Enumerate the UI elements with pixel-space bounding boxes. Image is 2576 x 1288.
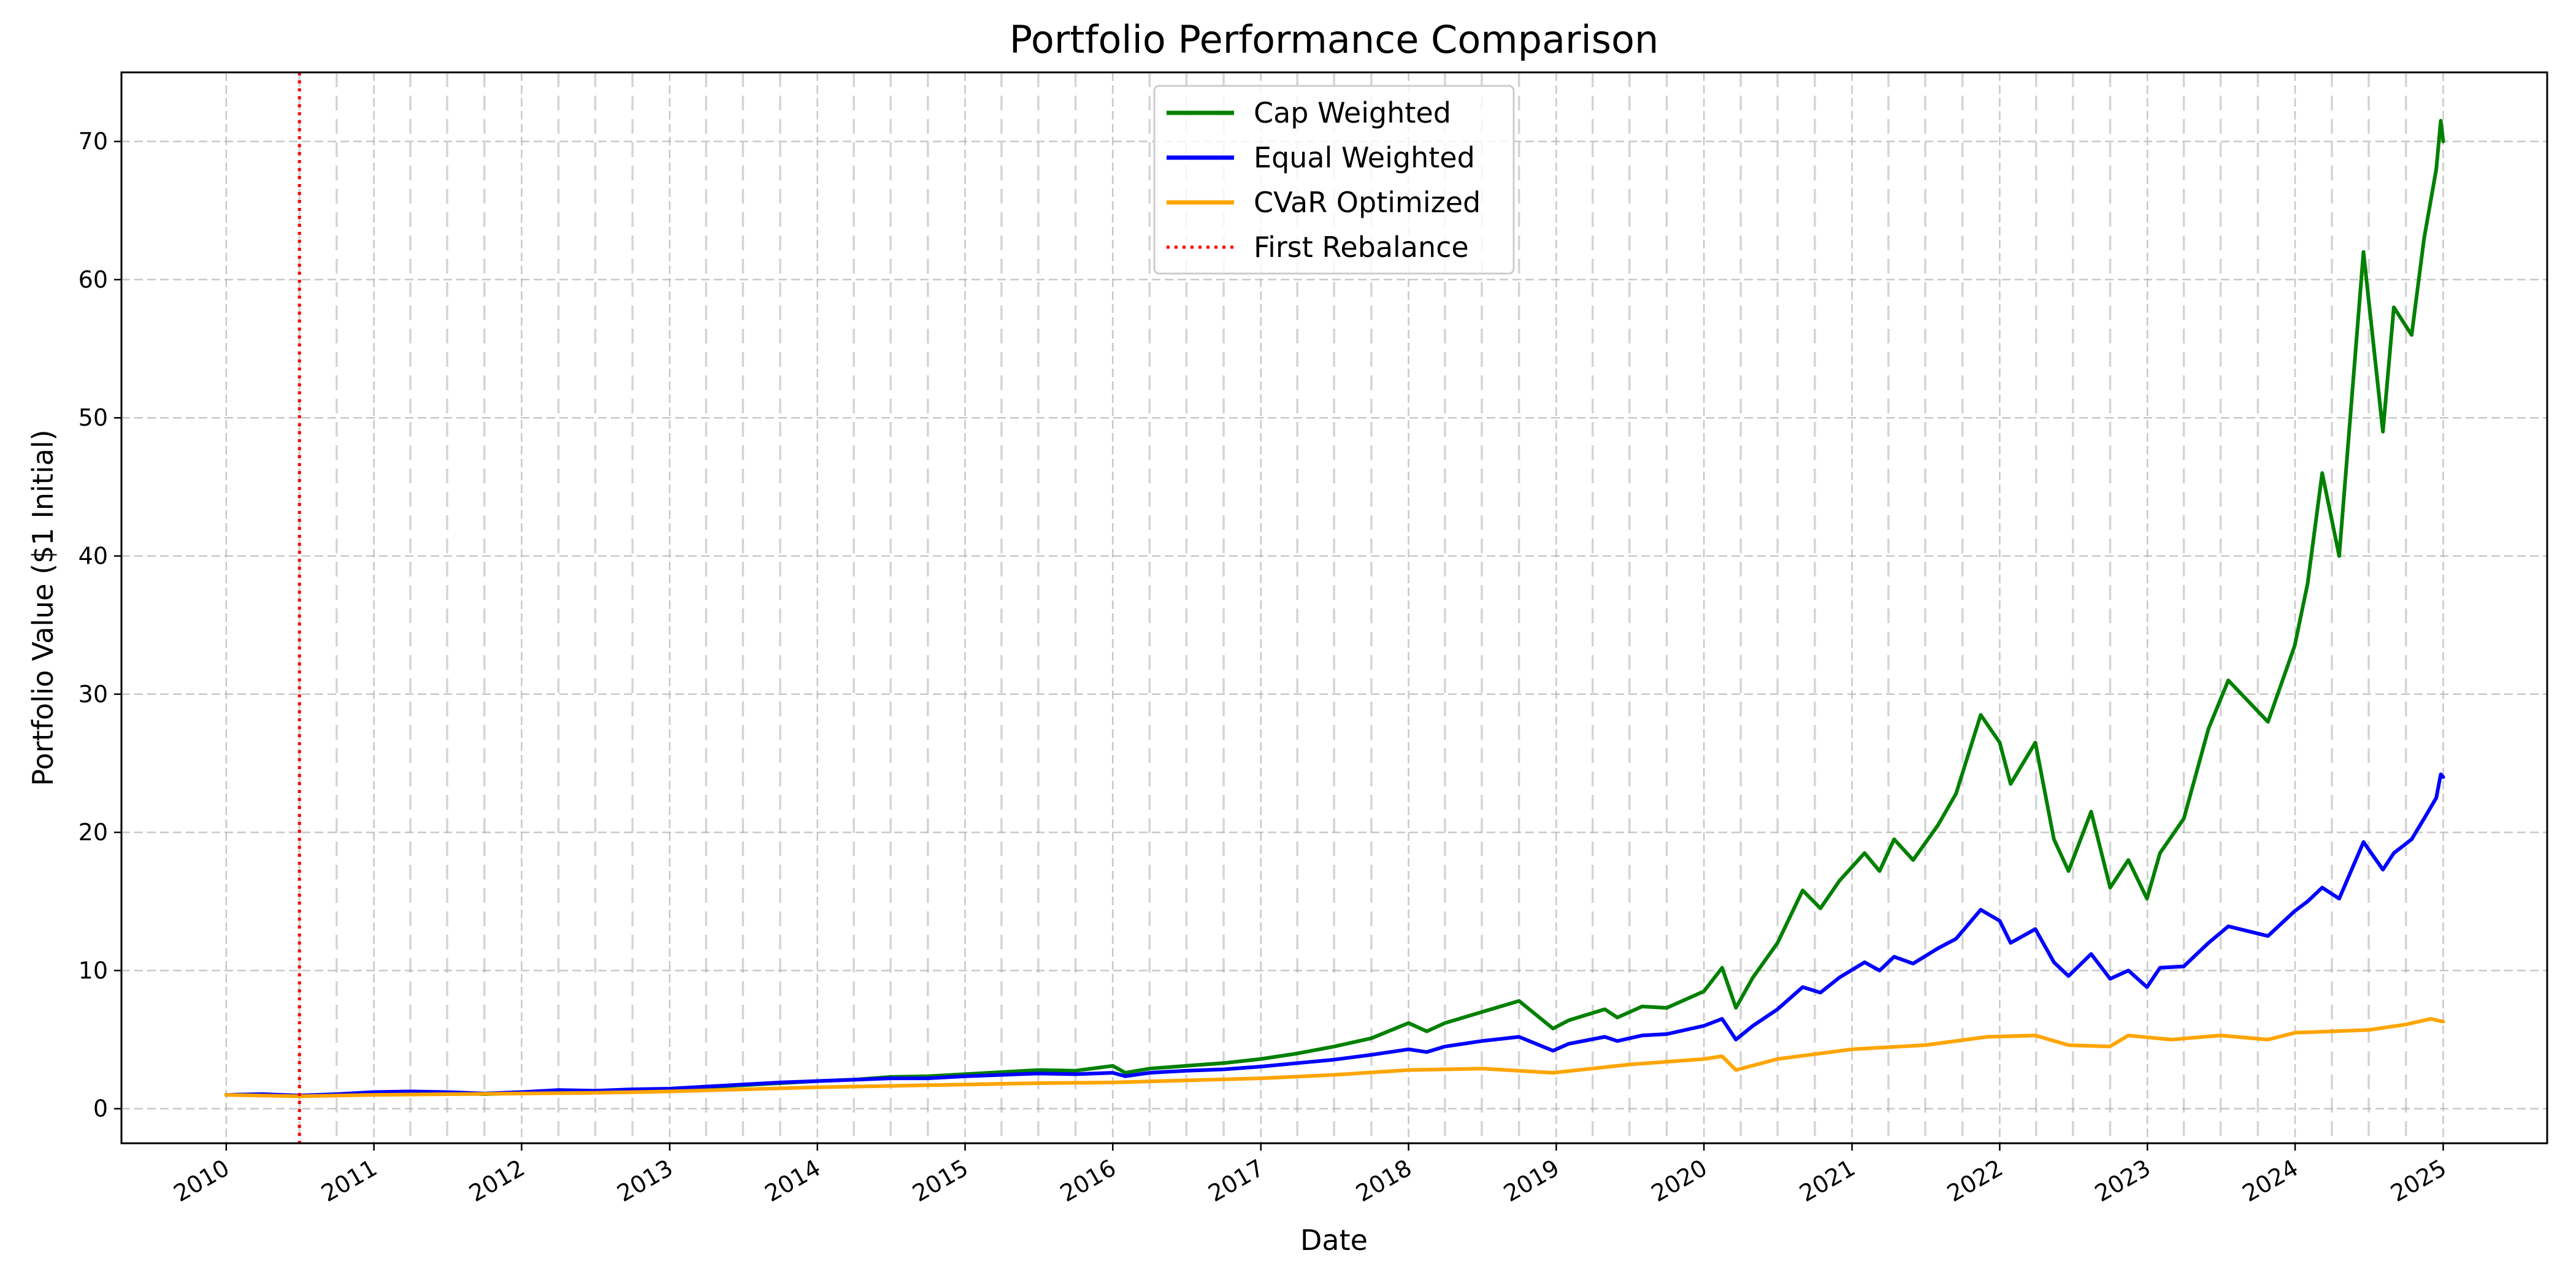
chart-title: Portfolio Performance Comparison [1010, 17, 1659, 62]
y-tick-label: 30 [79, 681, 108, 708]
y-tick-label: 40 [79, 543, 108, 570]
y-tick-label: 20 [79, 819, 108, 846]
legend-label: Cap Weighted [1254, 96, 1451, 129]
y-tick-label: 0 [93, 1095, 108, 1122]
legend-label: Equal Weighted [1254, 141, 1475, 174]
legend: Cap Weighted Equal Weighted CVaR Optimized… [1153, 85, 1515, 275]
legend-label: First Rebalance [1254, 231, 1469, 264]
legend-frame [1153, 85, 1515, 275]
vertical-gridlines [225, 72, 2444, 1143]
y-axis-label: Portfolio Value ($1 Initial) [26, 429, 59, 786]
rebalance-lines [298, 72, 2407, 1143]
series-lines [224, 118, 2445, 1098]
y-tick-label: 60 [79, 266, 108, 293]
legend-label: CVaR Optimized [1254, 186, 1481, 219]
series-line-equal-weighted [224, 772, 2445, 1098]
y-axis-ticks: 0 10 20 30 40 50 60 70 [79, 128, 121, 1122]
x-axis-label: Date [1300, 1224, 1368, 1257]
plot-frame [120, 71, 2548, 1144]
y-tick-label: 10 [79, 957, 108, 984]
series-line-cvar-optimized [224, 1017, 2445, 1098]
y-tick-label: 70 [79, 128, 108, 155]
y-tick-label: 50 [79, 404, 108, 431]
